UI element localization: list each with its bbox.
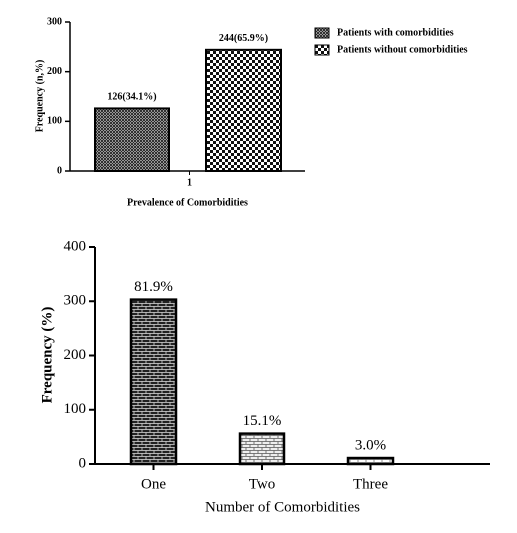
x-tick-label: Two [249,476,275,492]
bar [94,107,170,172]
y-tick-label: 100 [64,401,87,417]
y-tick-label: 300 [64,293,87,309]
bar-annotation: 3.0% [355,437,386,453]
bar [205,48,282,172]
y-tick-label: 400 [64,238,87,254]
bar [129,298,178,466]
x-axis-label: Number of Comorbidities [205,499,360,515]
x-tick-label: Three [353,476,388,492]
y-tick-label: 100 [47,116,62,127]
legend-swatch [314,27,330,39]
bar [346,456,395,466]
bar [238,432,286,466]
chart-1: 0 100 200 300 Frequency (n,%) Prevalence of C… [34,16,467,208]
y-tick-label: 0 [57,165,62,176]
y-tick-label: 0 [79,455,87,471]
x-axis-label: Prevalence of Comorbidities [127,197,248,208]
legend-label: Patients with comorbidities [337,27,454,38]
bar-annotation: 126(34.1%) [107,92,156,103]
bar-annotation: 244(65.9%) [219,33,268,44]
x-tick-label: One [141,476,166,492]
y-axis-label: Frequency (%) [39,307,55,404]
y-tick-label: 200 [47,66,62,77]
legend-label: Patients without comorbidities [337,44,468,55]
y-tick-label: 300 [47,16,62,27]
legend-swatch [314,44,330,56]
x-tick-label: 1 [187,177,192,188]
bar-annotation: 81.9% [134,279,173,295]
bar-annotation: 15.1% [243,413,282,429]
y-tick-label: 200 [64,347,87,363]
chart-2: 0 100 200 300 400 Frequency (%) Number of Como… [39,238,490,515]
y-axis-label: Frequency (n,%) [34,60,45,133]
